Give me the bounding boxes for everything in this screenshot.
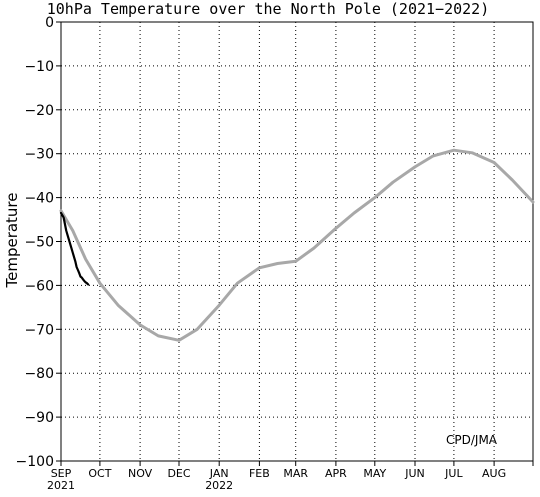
x-tick-label: JUL: [444, 467, 463, 480]
y-tick-label: −40: [24, 191, 54, 207]
x-year-label: 2022: [205, 479, 233, 492]
observed-line: [59, 211, 90, 286]
y-tick-label: −60: [24, 278, 54, 294]
y-tick-label: −20: [24, 103, 54, 119]
chart-title: 10hPa Temperature over the North Pole (2…: [47, 0, 490, 18]
x-tick-label: OCT: [88, 467, 111, 480]
x-tick-label: JUN: [404, 467, 425, 480]
y-tick-label: −90: [24, 410, 54, 426]
x-tick-label: FEB: [249, 467, 270, 480]
series-group: [59, 148, 535, 342]
x-tick-label: NOV: [128, 467, 153, 480]
y-tick-label: −50: [24, 235, 54, 251]
y-tick-label: −30: [24, 147, 54, 163]
y-axis-label: Temperature: [3, 192, 21, 288]
grid-lines: [61, 22, 533, 461]
credit-label: CPD/JMA: [446, 433, 498, 447]
x-tick-label: JAN: [209, 467, 229, 480]
climatology-line: [59, 148, 535, 342]
x-tick-label: MAY: [363, 467, 386, 480]
y-tick-label: 0: [45, 15, 54, 31]
x-year-label: 2021: [47, 479, 75, 492]
y-tick-label: −70: [24, 322, 54, 338]
x-tick-label: MAR: [283, 467, 308, 480]
x-tick-label: DEC: [167, 467, 190, 480]
x-tick-label: APR: [325, 467, 347, 480]
x-tick-label: AUG: [482, 467, 506, 480]
y-tick-label: −100: [16, 454, 54, 470]
y-tick-label: −10: [24, 59, 54, 75]
y-tick-label: −80: [24, 366, 54, 382]
x-tick-label: SEP: [51, 467, 72, 480]
